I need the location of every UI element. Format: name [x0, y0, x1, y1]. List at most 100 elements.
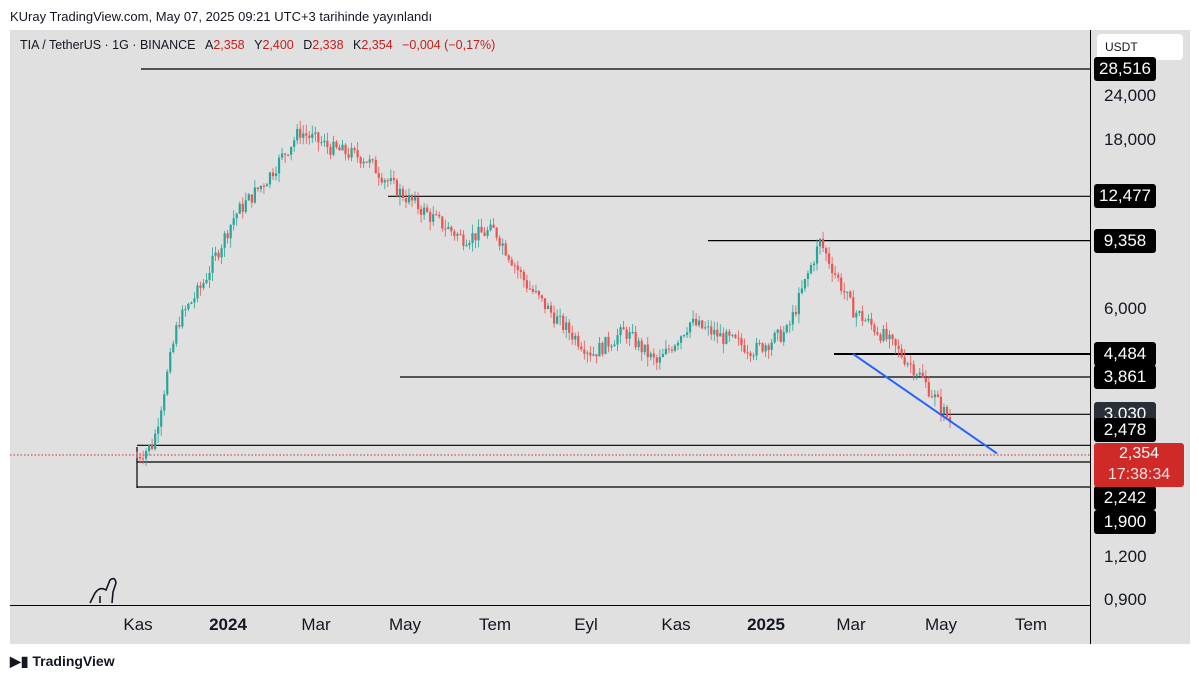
price-level-tag: 1,900 — [1094, 510, 1156, 534]
candle-body — [305, 133, 308, 136]
candle-body — [785, 325, 788, 333]
candle-body — [692, 318, 695, 323]
candle-body — [229, 224, 232, 239]
price-level-tag: 9,358 — [1094, 228, 1156, 253]
candle-body — [767, 345, 770, 350]
candle — [410, 193, 414, 208]
candle-body — [522, 271, 525, 281]
chart-plot-area[interactable] — [10, 30, 1090, 606]
candle-body — [725, 331, 728, 344]
candle-body — [879, 334, 882, 341]
candle-body — [864, 320, 867, 322]
candle-body — [441, 216, 444, 229]
candle-body — [806, 273, 810, 279]
candle — [166, 369, 169, 396]
low-value: 2,338 — [312, 38, 344, 52]
candle-body — [365, 161, 368, 163]
time-axis[interactable] — [10, 606, 1090, 644]
candle-body — [250, 194, 253, 203]
y-tick-label: 18,000 — [1104, 129, 1156, 149]
candle — [147, 444, 151, 456]
candle-body — [489, 224, 492, 231]
candle-body — [238, 203, 241, 214]
candle — [308, 131, 311, 145]
candle-body — [386, 180, 389, 182]
candle-body — [208, 272, 211, 280]
candle — [429, 208, 432, 231]
candle — [607, 331, 610, 353]
price-axis[interactable] — [1090, 30, 1190, 644]
currency-button[interactable]: USDT — [1097, 34, 1183, 60]
candle-body — [704, 327, 707, 329]
candle-body — [290, 146, 293, 155]
candle-body — [413, 197, 417, 201]
candle — [332, 135, 335, 157]
candle — [676, 340, 680, 351]
candle — [305, 124, 308, 145]
candle — [761, 342, 764, 354]
candle-body — [419, 209, 423, 215]
x-tick-label: May — [924, 615, 958, 634]
candle-body — [676, 342, 680, 346]
candle-body — [568, 322, 571, 333]
candle-body — [531, 288, 535, 292]
candle — [371, 158, 374, 164]
candle — [314, 126, 317, 142]
candle-body — [151, 444, 154, 449]
candle-body — [320, 142, 323, 144]
candle — [722, 327, 725, 354]
candle — [664, 339, 668, 356]
candle — [265, 182, 269, 187]
candle — [806, 270, 810, 288]
candle-body — [453, 231, 456, 236]
candle — [377, 166, 380, 186]
candle-body — [685, 332, 689, 335]
candle-body — [187, 303, 190, 310]
candle — [226, 230, 229, 244]
candle — [782, 326, 785, 346]
candle — [416, 192, 420, 215]
candle — [900, 344, 903, 360]
candle — [764, 342, 767, 357]
candle-body — [525, 280, 528, 289]
candle-body — [619, 327, 622, 336]
candle-body — [199, 285, 202, 288]
candle — [713, 321, 716, 342]
candle-body — [398, 188, 402, 197]
candle — [504, 240, 507, 257]
candle-body — [172, 343, 175, 353]
price-level-tag: 4,484 — [1094, 341, 1156, 366]
candle-body — [265, 184, 269, 187]
candle — [141, 450, 145, 465]
candle — [821, 231, 825, 252]
candle — [169, 347, 172, 374]
candle-body — [728, 331, 731, 336]
candle — [320, 136, 323, 146]
candle — [818, 237, 822, 255]
candle — [277, 154, 281, 183]
candle-body — [147, 444, 151, 452]
candle — [435, 210, 438, 216]
candle-body — [374, 159, 377, 174]
candle-body — [277, 157, 281, 174]
candle — [447, 221, 450, 230]
candle — [858, 310, 861, 316]
candle — [262, 183, 266, 194]
candle — [386, 178, 389, 187]
candle-body — [722, 333, 725, 344]
candle — [679, 335, 683, 350]
candle-body — [471, 233, 474, 244]
candle — [311, 125, 314, 144]
candle-body — [341, 144, 344, 151]
candle — [870, 312, 873, 330]
candle-body — [404, 198, 408, 203]
candle-body — [562, 315, 565, 330]
candle — [625, 326, 628, 344]
candle-body — [308, 135, 311, 138]
candle — [698, 315, 701, 328]
candle-body — [271, 172, 275, 177]
tv-brand: TradingView — [32, 653, 115, 669]
candle — [181, 305, 184, 329]
price-level-tag: 28,516 — [1094, 57, 1156, 81]
candle-body — [311, 133, 314, 138]
